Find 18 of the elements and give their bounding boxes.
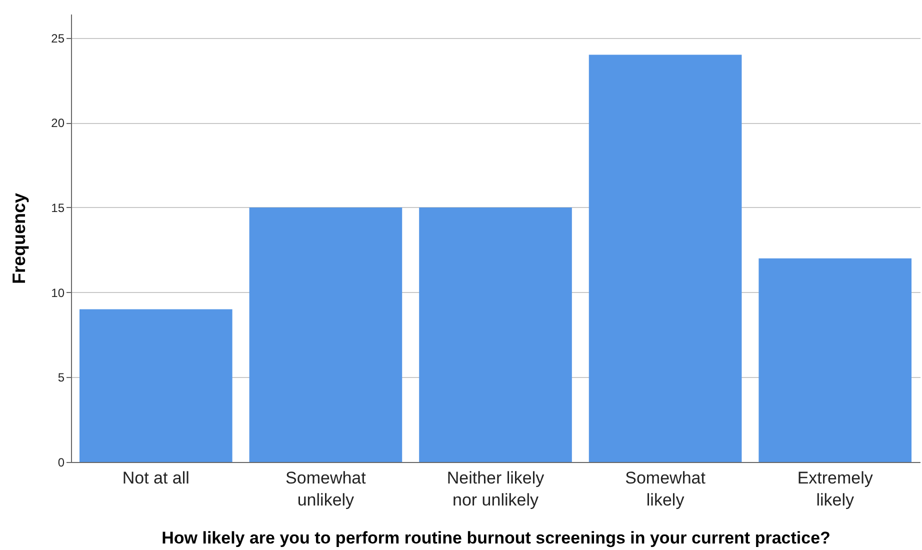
bar (79, 309, 232, 462)
y-tick-label: 15 (51, 200, 65, 215)
x-tick-label: Extremely likely (797, 468, 874, 510)
y-tick-label: 25 (51, 31, 65, 46)
bar (419, 207, 572, 462)
bar (588, 54, 742, 462)
x-tick-label: Somewhat unlikely (286, 468, 366, 510)
y-tick-label: 20 (51, 116, 65, 130)
y-tick-label: 5 (58, 370, 65, 385)
y-axis-title: Frequency (9, 192, 30, 284)
x-tick-label: Neither likely nor unlikely (446, 468, 545, 510)
x-tick-label: Somewhat likely (625, 468, 706, 510)
x-tick-label: Not at all (122, 468, 190, 488)
bar (249, 207, 402, 462)
y-tick-label: 0 (58, 456, 65, 470)
x-axis-title: How likely are you to perform routine burnout screenings in your current practice? (162, 528, 830, 548)
bar (758, 258, 912, 462)
y-tick-label: 10 (51, 286, 65, 300)
